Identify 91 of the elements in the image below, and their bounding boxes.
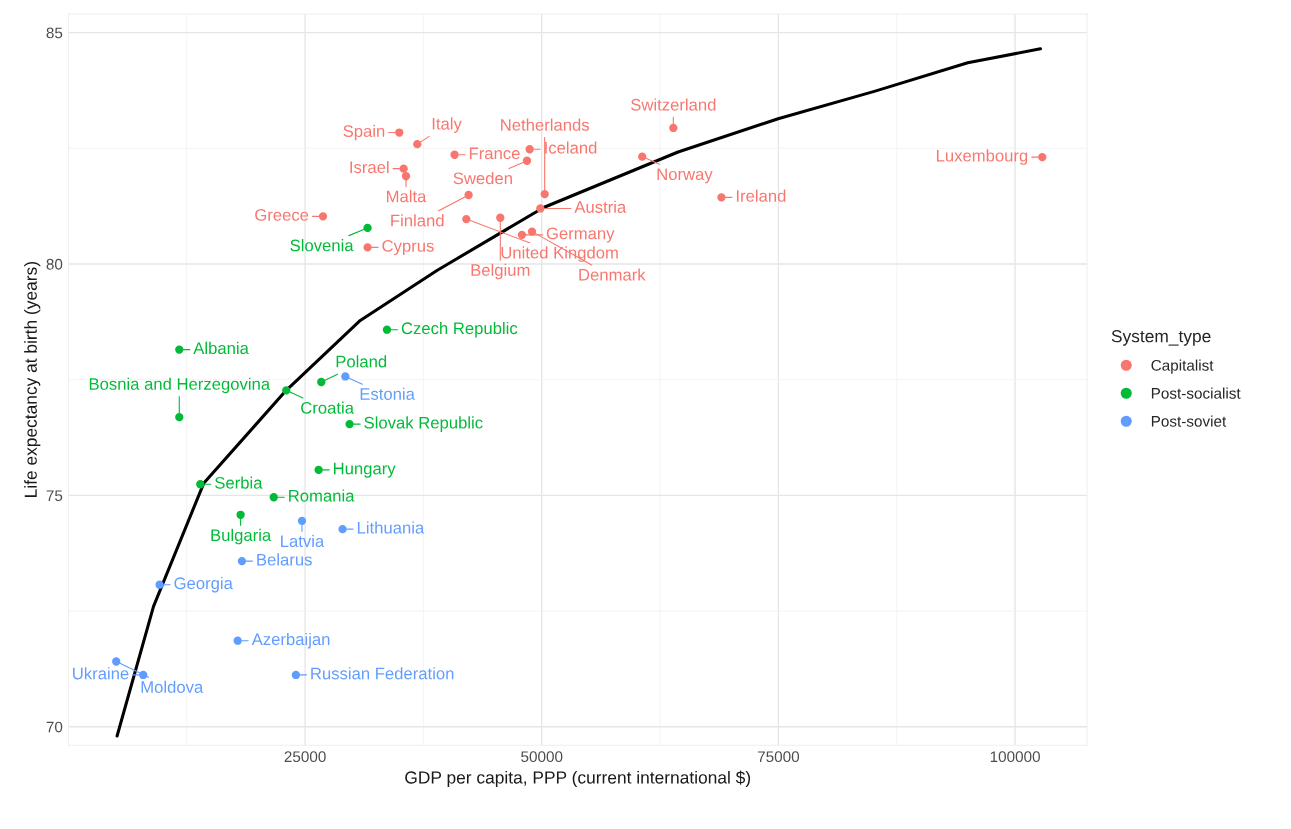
- point: [464, 190, 473, 200]
- x-tick-label: 100000: [990, 751, 1040, 763]
- annotation: Azerbaijan: [251, 632, 330, 649]
- point: [395, 128, 404, 137]
- annotation: Latvia: [281, 534, 325, 548]
- x-axis-title: GDP per capita, PPP (current international $): [405, 770, 751, 788]
- point: [314, 465, 323, 475]
- annotation: Austria: [574, 200, 627, 213]
- annotation: Iceland: [545, 141, 597, 154]
- annotation: Croatia: [301, 401, 354, 414]
- point: [237, 556, 247, 566]
- annotation: Malta: [386, 190, 427, 203]
- annotation: Russian Federation: [311, 667, 454, 680]
- point: [112, 657, 121, 666]
- annotation: Spain: [343, 124, 385, 141]
- point: [291, 670, 301, 680]
- annotation: Italy: [432, 117, 462, 133]
- annotation: Denmark: [579, 268, 646, 281]
- annotation: Ukraine: [73, 667, 129, 680]
- y-tick-label: 80: [46, 258, 63, 270]
- point: [1038, 152, 1047, 162]
- annotation: Belarus: [257, 553, 312, 566]
- point: [269, 493, 278, 502]
- annotation: Estonia: [360, 387, 415, 400]
- point: [175, 345, 184, 354]
- point: [338, 524, 347, 534]
- legend-label: Post-soviet: [1151, 415, 1227, 427]
- annotation: Poland: [336, 355, 387, 368]
- annotation: Belgium: [471, 263, 530, 280]
- annotation: Luxembourg: [936, 149, 1028, 165]
- annotation: Greece: [255, 209, 309, 221]
- annotation: Czech Republic: [401, 321, 518, 338]
- annotation: Serbia: [215, 476, 263, 489]
- x-tick-label: 75000: [757, 751, 800, 763]
- point: [450, 150, 459, 159]
- point: [236, 510, 245, 519]
- annotation: Cyprus: [382, 240, 434, 256]
- annotation: Ireland: [736, 189, 786, 202]
- annotation: Israel: [350, 160, 389, 174]
- point: [341, 372, 350, 381]
- point: [401, 171, 411, 181]
- annotation: Romania: [289, 489, 355, 502]
- point: [155, 580, 164, 589]
- annotation: France: [469, 147, 520, 160]
- annotation: Albania: [193, 341, 249, 355]
- y-axis-title: Life expectancy at birth (years): [24, 262, 41, 497]
- point: [382, 325, 392, 334]
- annotation: Slovenia: [290, 239, 354, 252]
- legend-title: System_type: [1111, 330, 1211, 346]
- point: [413, 139, 422, 149]
- point: [282, 386, 291, 395]
- point: [669, 123, 678, 133]
- point: [517, 230, 527, 239]
- point: [540, 189, 549, 199]
- y-tick-label: 85: [46, 27, 63, 39]
- point: [536, 204, 545, 213]
- point: [318, 212, 328, 221]
- point: [525, 145, 534, 154]
- annotation: Moldova: [141, 680, 204, 693]
- annotation: Switzerland: [631, 98, 716, 111]
- point: [363, 223, 372, 233]
- annotation: Bosnia and Herzegovina: [89, 377, 271, 394]
- annotation: Slovak Republic: [364, 416, 483, 432]
- y-tick-label: 70: [46, 721, 63, 733]
- annotation: Georgia: [174, 576, 233, 593]
- point: [638, 152, 647, 161]
- annotation: Norway: [657, 168, 713, 184]
- legend-label: Capitalist: [1151, 359, 1214, 374]
- legend-label: Post-socialist: [1151, 387, 1241, 399]
- point: [496, 213, 505, 222]
- point: [297, 516, 307, 525]
- point: [233, 636, 242, 645]
- point: [399, 164, 408, 173]
- point: [345, 419, 354, 429]
- annotation: Finland: [391, 214, 444, 227]
- x-tick-label: 50000: [521, 751, 563, 763]
- annotation: Sweden: [453, 171, 512, 185]
- point: [196, 480, 205, 489]
- y-tick-label: 75: [46, 490, 63, 502]
- annotation: Lithuania: [357, 521, 425, 534]
- point: [175, 413, 184, 422]
- point: [462, 214, 471, 224]
- x-tick-label: 25000: [284, 751, 326, 763]
- annotation: Bulgaria: [211, 528, 272, 545]
- annotation: Hungary: [333, 462, 396, 478]
- point: [522, 156, 532, 165]
- point: [717, 193, 726, 202]
- annotation: Netherlands: [501, 118, 590, 131]
- point: [363, 243, 372, 252]
- annotation: Germany: [546, 227, 615, 243]
- point: [317, 377, 326, 387]
